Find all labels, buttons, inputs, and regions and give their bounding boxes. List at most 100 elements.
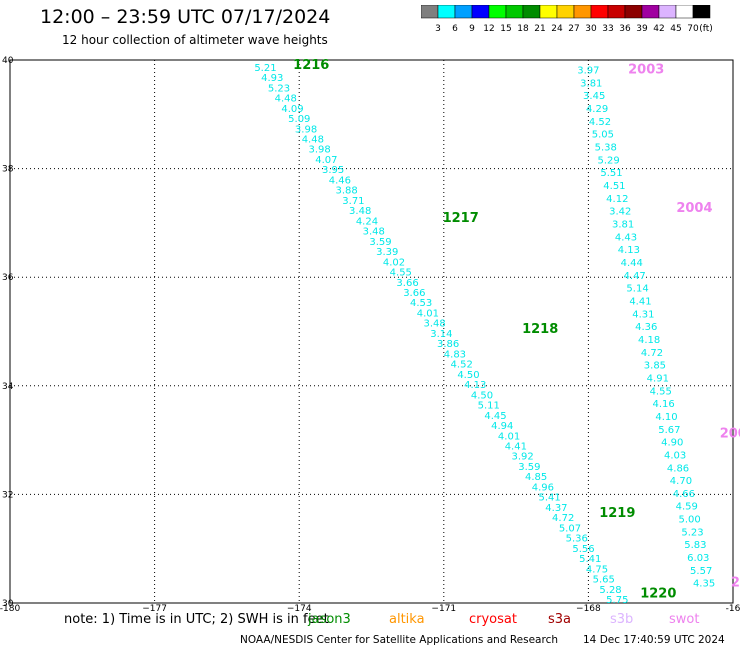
swh-value: 3.81 [612, 220, 634, 231]
swh-value: 5.07 [559, 523, 581, 534]
swh-value: 4.02 [383, 257, 405, 268]
swh-value: 4.01 [498, 431, 520, 442]
swh-value: 4.93 [261, 73, 283, 84]
swh-value: 4.53 [410, 298, 432, 309]
swh-value: 5.11 [478, 401, 500, 412]
footer-timestamp: 14 Dec 17:40:59 UTC 2024 [583, 634, 725, 646]
swh-value: 4.45 [484, 411, 506, 422]
swh-value: 4.48 [302, 134, 324, 145]
colorbar-tick-label: 30 [585, 24, 597, 34]
colorbar-tick-label: 70 [687, 24, 699, 34]
pass-number: 1217 [443, 211, 479, 226]
swh-value: 4.75 [586, 564, 608, 575]
swh-value: 4.66 [673, 489, 695, 500]
swh-value: 3.45 [583, 91, 605, 102]
page-subtitle: 12 hour collection of altimeter wave hei… [62, 33, 328, 47]
colorbar-tick-label: 21 [534, 24, 545, 34]
colorbar-tick-label: 24 [551, 24, 563, 34]
swh-value: 4.85 [525, 472, 547, 483]
swh-value: 5.09 [288, 114, 310, 125]
colorbar: 3 6 9 12 15 18 21 24 27 30 33 36 39 42 45 70 (ft) [421, 5, 713, 34]
swh-value: 5.29 [598, 155, 620, 166]
swh-value: 4.09 [281, 104, 303, 115]
legend-entry: jason3 [308, 612, 351, 627]
swh-value: 5.56 [572, 544, 594, 555]
x-tick-label: −174 [287, 604, 312, 614]
swh-value: 5.05 [592, 130, 614, 141]
page-title: 12:00 – 23:59 UTC 07/17/2024 [40, 6, 331, 28]
swh-value: 5.65 [593, 575, 615, 586]
colorbar-tick-label: 36 [619, 24, 631, 34]
colorbar-tick-label: 3 [435, 24, 441, 34]
pass-number: 1216 [293, 58, 329, 73]
swh-value: 3.85 [644, 361, 666, 372]
colorbar-tick-label: 6 [452, 24, 458, 34]
swh-value: 4.07 [315, 155, 337, 166]
swh-value: 4.48 [275, 94, 297, 105]
swh-value: 4.37 [545, 503, 567, 514]
swh-value: 4.52 [451, 360, 473, 371]
legend-entry: swot [669, 612, 700, 627]
colorbar-tick-label: 42 [653, 24, 664, 34]
y-tick-label: 40 [2, 56, 14, 66]
swh-value: 5.23 [268, 83, 290, 94]
swh-value: 4.41 [505, 441, 527, 452]
swh-value: 3.86 [437, 339, 459, 350]
pass-number: 1220 [640, 587, 676, 602]
plot-frame [9, 59, 734, 604]
swh-value: 4.24 [356, 216, 378, 227]
swh-value: 4.90 [661, 438, 683, 449]
swh-value: 5.41 [539, 493, 561, 504]
swh-value: 4.35 [693, 579, 715, 590]
pass-number: 2004 [676, 201, 712, 216]
y-tick-label: 38 [2, 165, 14, 175]
swh-value: 5.38 [595, 143, 617, 154]
swh-value: 4.83 [444, 349, 466, 360]
swh-value: 4.50 [471, 390, 493, 401]
swh-value: 3.66 [403, 288, 425, 299]
swh-value: 3.71 [342, 196, 364, 207]
swh-value: 3.98 [295, 124, 317, 135]
swh-value: 3.59 [518, 462, 540, 473]
x-tick-label: −168 [576, 604, 601, 614]
y-tick-label: 36 [2, 273, 14, 283]
swh-value: 4.01 [417, 308, 439, 319]
swh-value: 4.16 [652, 399, 674, 410]
swh-value: 3.59 [369, 237, 391, 248]
swh-value: 4.86 [667, 463, 689, 474]
swh-value: 4.55 [650, 386, 672, 397]
y-tick-label: 34 [2, 382, 14, 392]
swh-value: 4.10 [655, 412, 677, 423]
swh-value: 4.72 [641, 348, 663, 359]
swh-value: 5.51 [600, 168, 622, 179]
swh-value: 5.23 [681, 527, 703, 538]
swh-value: 4.72 [552, 513, 574, 524]
swh-value: 3.48 [349, 206, 371, 217]
swh-value: 4.18 [638, 335, 660, 346]
pass-number: 1219 [599, 506, 635, 521]
swh-value: 5.00 [678, 515, 700, 526]
x-tick-label: -16 [726, 604, 740, 614]
pass-number: 2003 [628, 63, 664, 78]
swh-value: 3.88 [336, 186, 358, 197]
swh-value: 3.98 [308, 145, 330, 156]
swh-value: 4.31 [632, 309, 654, 320]
swh-value: 5.57 [690, 566, 712, 577]
legend-entry: s3a [548, 612, 572, 627]
swh-value: 4.46 [329, 175, 351, 186]
swh-value: 3.14 [430, 329, 452, 340]
swh-value: 4.47 [624, 271, 646, 282]
pass-number: 2005 [720, 426, 740, 441]
legend-entry: s3b [610, 612, 634, 627]
colorbar-tick-label: 18 [517, 24, 529, 34]
footnote: note: 1) Time is in UTC; 2) SWH is in fe… [64, 612, 329, 627]
swh-value: 4.41 [629, 296, 651, 307]
x-tick-label: -180 [0, 604, 20, 614]
swh-value: 4.36 [635, 322, 657, 333]
swh-value: 3.92 [511, 452, 533, 463]
swh-value: 5.14 [626, 284, 648, 295]
swh-value: 4.51 [603, 181, 625, 192]
swh-value: 4.29 [586, 104, 608, 115]
swh-value: 5.21 [254, 63, 276, 74]
